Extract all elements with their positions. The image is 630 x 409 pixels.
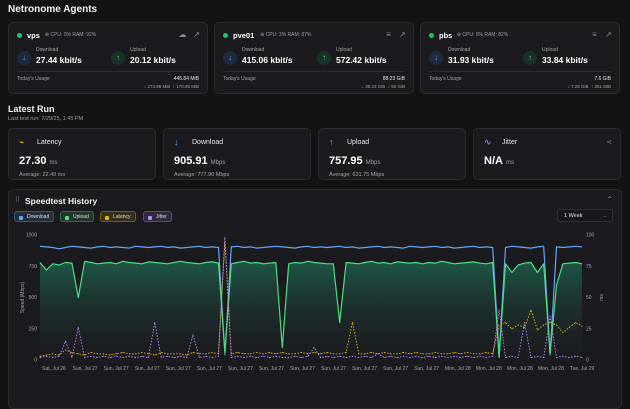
agent-card-pve01[interactable]: pve01 ⊕ CPU: 3% RAM: 87% ≡ ↗ ↓ Download …	[214, 22, 414, 94]
drag-handle-icon[interactable]: ⠿	[15, 197, 21, 204]
usage-breakdown: ↓ 7.26 GiB ↑ 351 MiB	[567, 84, 611, 89]
usage-total: 88.23 GiB	[382, 76, 405, 82]
jitter-icon: ∿	[484, 137, 492, 147]
status-online-dot	[17, 33, 22, 38]
arrow-down-icon: ↓	[429, 51, 443, 65]
download-label: Download	[448, 47, 471, 53]
latest-run-title: Latest Run	[8, 104, 55, 114]
upload-stat-card: ↑ Upload 757.95 Mbps Average: 631.75 Mbps	[318, 128, 466, 180]
time-range-select[interactable]: 1 Week ⌄	[557, 209, 613, 222]
stat-average: Average: 22.49 ms	[19, 172, 66, 178]
status-online-dot	[223, 33, 228, 38]
collapse-chevron-icon[interactable]: ⌃	[606, 195, 613, 204]
upload-label: Upload	[542, 47, 558, 53]
arrow-up-icon: ↑	[329, 137, 334, 147]
arrow-down-icon: ↓	[174, 137, 179, 147]
download-label: Download	[242, 47, 265, 53]
download-rate: 31.93 kbit/s	[448, 55, 494, 65]
system-stats: ⊕ CPU: 3% RAM: 87%	[260, 32, 312, 38]
latency-icon: ⌁	[19, 137, 25, 147]
arrow-up-icon: ↑	[523, 51, 537, 65]
divider	[17, 71, 199, 72]
stat-value: 905.91 Mbps	[174, 155, 226, 167]
divider	[429, 71, 611, 72]
stat-average: Average: 631.75 Mbps	[329, 172, 385, 178]
stat-label: Upload	[347, 139, 370, 146]
speedtest-history-panel: ⠿ Speedtest History ⌃	[8, 189, 622, 409]
stat-label: Download	[192, 139, 224, 146]
upload-rate: 572.42 kbit/s	[336, 55, 387, 65]
page-title: Netronome Agents	[8, 4, 98, 15]
download-stat-card: ↓ Download 905.91 Mbps Average: 777.90 Mb…	[163, 128, 311, 180]
upload-label: Upload	[130, 47, 146, 53]
usage-label: Today's Usage	[429, 76, 462, 82]
cloud-icon[interactable]: ☁	[178, 30, 187, 39]
agent-name: pve01	[233, 31, 255, 40]
agent-name: vps	[27, 31, 40, 40]
download-rate: 27.44 kbit/s	[36, 55, 82, 65]
download-rate: 415.06 kbit/s	[242, 55, 293, 65]
legend-toggle-latency[interactable]: Latency	[100, 211, 136, 222]
agent-name: pbs	[439, 31, 453, 40]
status-online-dot	[429, 33, 434, 38]
agent-card-pbs[interactable]: pbs ⊕ CPU: 0% RAM: 82% ≡ ↗ ↓ Download 31…	[420, 22, 620, 94]
external-link-icon[interactable]: ↗	[605, 30, 612, 39]
legend-toggle-download[interactable]: Download	[14, 211, 55, 222]
external-link-icon[interactable]: ↗	[399, 30, 406, 39]
stat-value: 757.95 Mbps	[329, 155, 381, 167]
jitter-stat-card: ∿ Jitter ⋖ N/A ms	[473, 128, 621, 180]
usage-breakdown: ↓ 274.98 MiB ↑ 170.86 MiB	[143, 84, 199, 89]
stat-average: Average: 777.90 Mbps	[174, 172, 230, 178]
chevron-down-icon: ⌄	[602, 213, 607, 219]
agent-card-vps[interactable]: vps ⊕ CPU: 0% RAM: 92% ☁ ↗ ↓ Download 27…	[8, 22, 208, 94]
latency-stat-card: ⌁ Latency 27.30 ms Average: 22.49 ms	[8, 128, 156, 180]
usage-label: Today's Usage	[223, 76, 256, 82]
legend-toggle-jitter[interactable]: Jitter	[143, 211, 172, 222]
latest-run-subtitle: Last test run: 7/29/25, 1:45 PM	[8, 116, 84, 122]
legend-toggle-upload[interactable]: Upload	[60, 211, 94, 222]
database-icon[interactable]: ≡	[592, 30, 597, 39]
usage-breakdown: ↓ 38.23 GiB ↑ 50 GiB	[361, 84, 405, 89]
system-stats: ⊕ CPU: 0% RAM: 92%	[44, 32, 97, 38]
stat-label: Latency	[37, 139, 62, 146]
usage-total: 7.6 GiB	[594, 76, 611, 82]
usage-label: Today's Usage	[17, 76, 50, 82]
stat-value: 27.30 ms	[19, 155, 58, 167]
share-icon[interactable]: ⋖	[606, 139, 612, 146]
arrow-down-icon: ↓	[223, 51, 237, 65]
upload-label: Upload	[336, 47, 352, 53]
arrow-up-icon: ↑	[317, 51, 331, 65]
database-icon[interactable]: ≡	[386, 30, 391, 39]
upload-rate: 33.84 kbit/s	[542, 55, 588, 65]
download-label: Download	[36, 47, 59, 53]
system-stats: ⊕ CPU: 0% RAM: 82%	[456, 32, 509, 38]
usage-total: 445.84 MiB	[173, 76, 199, 82]
external-link-icon[interactable]: ↗	[193, 30, 200, 39]
arrow-up-icon: ↑	[111, 51, 125, 65]
history-title: Speedtest History	[25, 196, 98, 206]
divider	[223, 71, 405, 72]
upload-rate: 20.12 kbit/s	[130, 55, 176, 65]
stat-label: Jitter	[502, 139, 518, 146]
stat-value: N/A ms	[484, 155, 514, 167]
arrow-down-icon: ↓	[17, 51, 31, 65]
